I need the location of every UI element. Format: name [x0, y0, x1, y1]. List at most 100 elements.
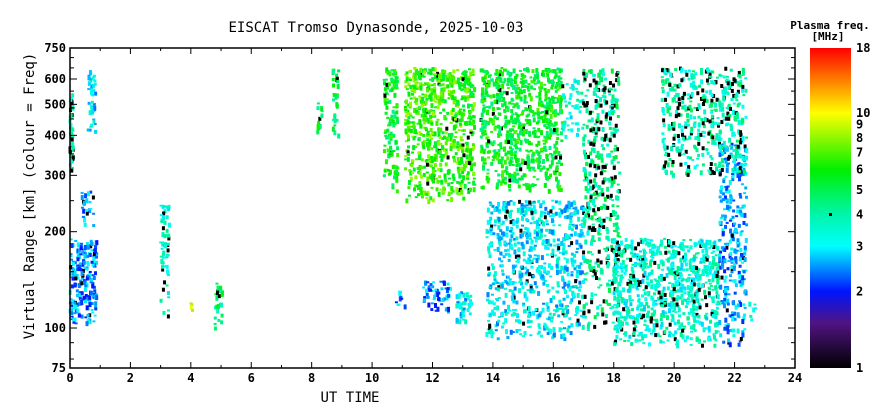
data-point	[421, 74, 425, 78]
data-point	[671, 163, 675, 168]
data-point	[468, 306, 472, 309]
data-point	[622, 287, 626, 291]
data-point	[528, 119, 532, 123]
data-point	[541, 274, 545, 279]
data-point	[688, 137, 692, 140]
data-point	[164, 205, 168, 208]
data-point	[521, 304, 525, 307]
data-point	[511, 177, 515, 183]
data-point	[553, 143, 557, 149]
data-point	[594, 130, 598, 135]
data-point	[588, 171, 592, 177]
data-point	[597, 72, 601, 78]
data-point	[536, 219, 540, 222]
data-point	[425, 197, 429, 200]
data-point	[640, 303, 644, 306]
data-point	[631, 263, 635, 266]
data-point	[722, 118, 726, 121]
data-point	[707, 291, 711, 296]
data-point	[461, 147, 465, 153]
x-tick-label: 18	[607, 371, 621, 385]
data-point	[567, 283, 571, 289]
data-point	[715, 274, 719, 279]
data-point	[494, 329, 498, 332]
data-point	[459, 124, 463, 128]
data-point	[419, 186, 423, 189]
data-point	[496, 232, 500, 236]
data-point	[487, 300, 491, 305]
data-point	[79, 253, 83, 256]
data-point	[517, 91, 521, 95]
data-point	[568, 216, 572, 220]
data-point	[594, 83, 598, 89]
data-point	[556, 133, 560, 136]
data-point	[695, 312, 699, 317]
data-point	[701, 152, 705, 157]
data-point	[447, 293, 451, 298]
data-point	[714, 338, 718, 342]
data-point	[653, 318, 657, 321]
data-point	[645, 275, 649, 281]
data-point	[450, 90, 454, 95]
data-point	[642, 261, 646, 267]
data-point	[729, 274, 733, 278]
data-point	[689, 114, 693, 120]
data-point	[719, 284, 723, 290]
data-point	[486, 207, 490, 213]
data-point	[559, 109, 563, 115]
data-point	[80, 206, 84, 209]
data-point	[737, 270, 741, 275]
data-point	[524, 266, 528, 270]
data-point	[426, 119, 430, 123]
data-point	[481, 131, 485, 135]
data-point	[512, 201, 516, 206]
data-point	[648, 242, 652, 247]
data-point	[571, 122, 575, 125]
data-point	[486, 178, 490, 184]
data-point	[335, 103, 339, 109]
data-point	[513, 103, 517, 108]
data-point	[495, 183, 499, 187]
data-point	[527, 306, 531, 312]
data-point	[620, 327, 624, 332]
data-point	[81, 268, 85, 273]
data-point	[508, 289, 512, 293]
data-point	[602, 147, 606, 151]
data-point	[336, 79, 340, 83]
data-point	[461, 77, 465, 82]
data-point	[743, 251, 747, 256]
data-point	[538, 326, 542, 329]
data-point	[486, 168, 490, 171]
data-point	[715, 166, 719, 172]
data-point	[661, 262, 665, 267]
data-point	[723, 214, 727, 218]
data-point	[697, 153, 701, 157]
data-point	[731, 176, 735, 182]
data-point	[84, 284, 88, 288]
data-point	[598, 304, 602, 307]
data-point	[504, 105, 508, 109]
data-point	[593, 324, 597, 329]
data-point	[688, 288, 692, 292]
data-point	[530, 80, 534, 84]
data-point	[700, 343, 704, 348]
data-point	[526, 85, 530, 90]
data-point	[666, 286, 670, 291]
data-point	[432, 281, 436, 284]
data-point	[452, 155, 456, 159]
data-point	[718, 256, 722, 262]
data-point	[742, 169, 746, 174]
data-point	[629, 280, 633, 285]
data-point	[728, 206, 732, 209]
data-point	[616, 205, 620, 208]
data-point	[560, 242, 564, 247]
data-point	[553, 254, 557, 257]
data-point	[490, 333, 494, 339]
data-point	[165, 264, 169, 269]
data-point	[733, 248, 737, 254]
data-point	[540, 104, 544, 108]
data-point	[627, 288, 631, 293]
data-point	[495, 185, 499, 190]
data-point	[682, 152, 686, 155]
data-point	[517, 94, 521, 99]
